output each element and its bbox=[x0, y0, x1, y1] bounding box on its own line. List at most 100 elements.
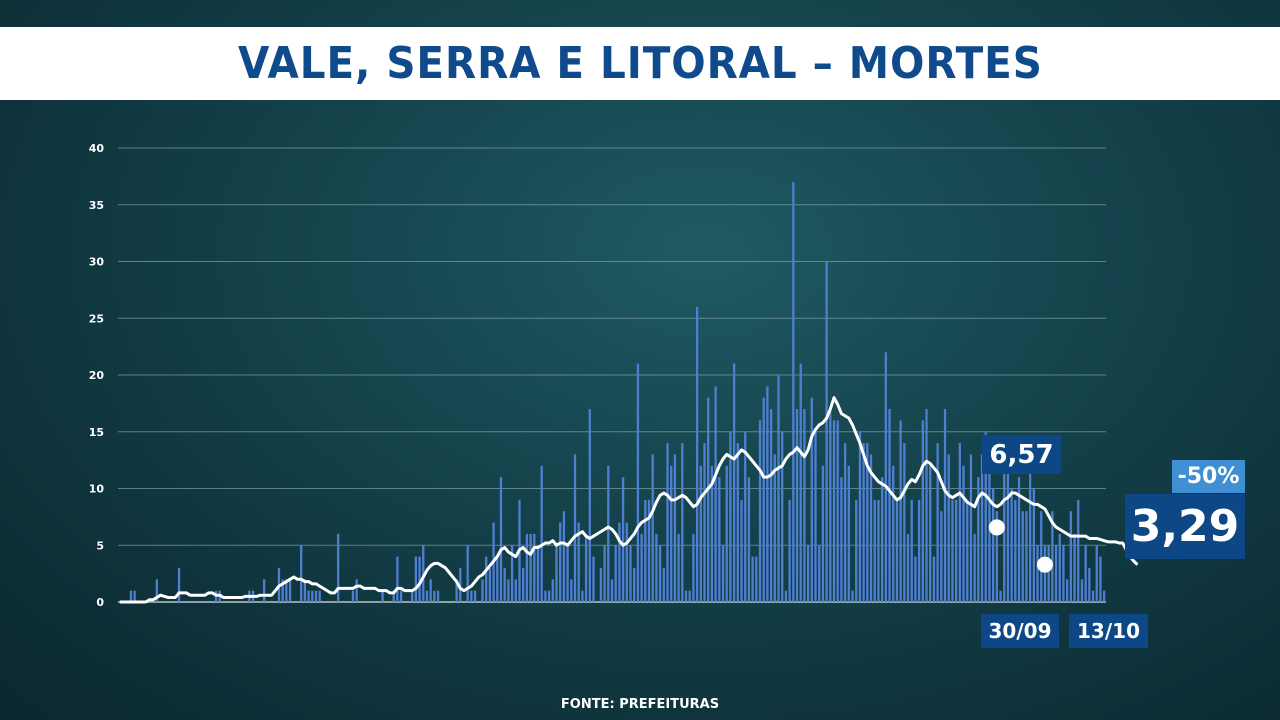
y-tick-label: 40 bbox=[89, 142, 105, 155]
bar bbox=[795, 409, 799, 602]
bar bbox=[751, 556, 754, 602]
bar bbox=[703, 443, 706, 602]
bar bbox=[514, 579, 517, 602]
bar bbox=[473, 590, 477, 602]
bar bbox=[1032, 488, 1035, 602]
bar bbox=[773, 454, 776, 602]
bar bbox=[337, 533, 340, 602]
bar bbox=[851, 590, 854, 602]
bar bbox=[1095, 545, 1098, 602]
bar bbox=[1058, 533, 1061, 602]
bar bbox=[584, 533, 588, 602]
moving-average-line bbox=[119, 396, 1139, 604]
date-label-30-09: 30/09 bbox=[981, 614, 1059, 648]
source-label: FONTE: PREFEITURAS bbox=[560, 697, 720, 712]
bar bbox=[610, 579, 614, 602]
bar bbox=[540, 465, 543, 602]
bar bbox=[603, 545, 606, 602]
bar bbox=[840, 477, 843, 602]
chart-title: VALE, SERRA E LITORAL – MORTES bbox=[237, 38, 1043, 89]
bar bbox=[707, 397, 710, 602]
bar bbox=[721, 545, 725, 602]
bar bbox=[903, 443, 906, 602]
bar bbox=[888, 409, 891, 602]
bar bbox=[884, 352, 887, 602]
bar bbox=[640, 533, 643, 602]
bar bbox=[932, 556, 936, 602]
bar bbox=[951, 499, 954, 602]
bar bbox=[692, 533, 695, 602]
bar bbox=[718, 477, 721, 602]
bar bbox=[736, 443, 739, 602]
bar bbox=[1040, 511, 1043, 602]
y-tick-label: 5 bbox=[96, 539, 104, 552]
bar bbox=[684, 590, 688, 602]
bar bbox=[555, 545, 558, 602]
bar bbox=[1054, 545, 1058, 602]
bar bbox=[399, 590, 403, 602]
bar bbox=[899, 420, 902, 602]
bar bbox=[566, 545, 569, 602]
bar bbox=[433, 590, 436, 602]
bar bbox=[740, 499, 743, 602]
bar bbox=[1088, 567, 1091, 602]
bar bbox=[633, 567, 636, 602]
annotation-point-30-09 bbox=[988, 519, 1005, 536]
bar bbox=[936, 443, 939, 602]
bar bbox=[917, 499, 921, 602]
bar bbox=[614, 545, 617, 602]
bar bbox=[762, 397, 765, 602]
value-label-13-10: 3,29 bbox=[1125, 494, 1245, 559]
bar bbox=[599, 567, 603, 602]
bar bbox=[647, 499, 651, 602]
bar bbox=[914, 556, 917, 602]
bar bbox=[732, 363, 736, 602]
bar bbox=[832, 420, 836, 602]
bar bbox=[1099, 556, 1102, 602]
bar bbox=[847, 465, 850, 602]
bar bbox=[862, 443, 865, 602]
bar bbox=[688, 590, 691, 602]
annotation-point-13-10 bbox=[1036, 556, 1053, 573]
bar bbox=[525, 533, 529, 602]
bar bbox=[510, 545, 514, 602]
bar bbox=[655, 533, 658, 602]
bar bbox=[285, 579, 288, 602]
bar bbox=[592, 556, 595, 602]
bar bbox=[300, 545, 303, 602]
bar bbox=[747, 477, 751, 602]
bar bbox=[547, 590, 551, 602]
bar bbox=[758, 420, 762, 602]
bar bbox=[1069, 511, 1072, 602]
bar bbox=[880, 477, 884, 602]
bar bbox=[621, 477, 625, 602]
bar bbox=[1103, 590, 1106, 602]
bar bbox=[503, 567, 506, 602]
bar bbox=[529, 533, 532, 602]
bar bbox=[729, 431, 732, 602]
bar bbox=[788, 499, 791, 602]
bar bbox=[129, 590, 133, 602]
bar bbox=[1047, 545, 1050, 602]
bar bbox=[470, 590, 473, 602]
title-banner: VALE, SERRA E LITORAL – MORTES bbox=[0, 27, 1280, 100]
bar bbox=[1043, 545, 1047, 602]
bar bbox=[533, 533, 536, 602]
bar bbox=[536, 545, 540, 602]
bar bbox=[459, 567, 462, 602]
y-tick-label: 30 bbox=[89, 256, 105, 269]
bar bbox=[877, 499, 880, 602]
bar bbox=[573, 454, 577, 602]
bar bbox=[947, 454, 950, 602]
bar bbox=[962, 465, 965, 602]
bar bbox=[485, 556, 488, 602]
bar bbox=[577, 522, 580, 602]
bar bbox=[699, 465, 702, 602]
bar bbox=[943, 409, 947, 602]
bar bbox=[522, 567, 525, 602]
bar bbox=[940, 511, 943, 602]
bar bbox=[803, 409, 806, 602]
bar bbox=[429, 579, 432, 602]
bar bbox=[1014, 499, 1017, 602]
bar bbox=[958, 443, 961, 602]
